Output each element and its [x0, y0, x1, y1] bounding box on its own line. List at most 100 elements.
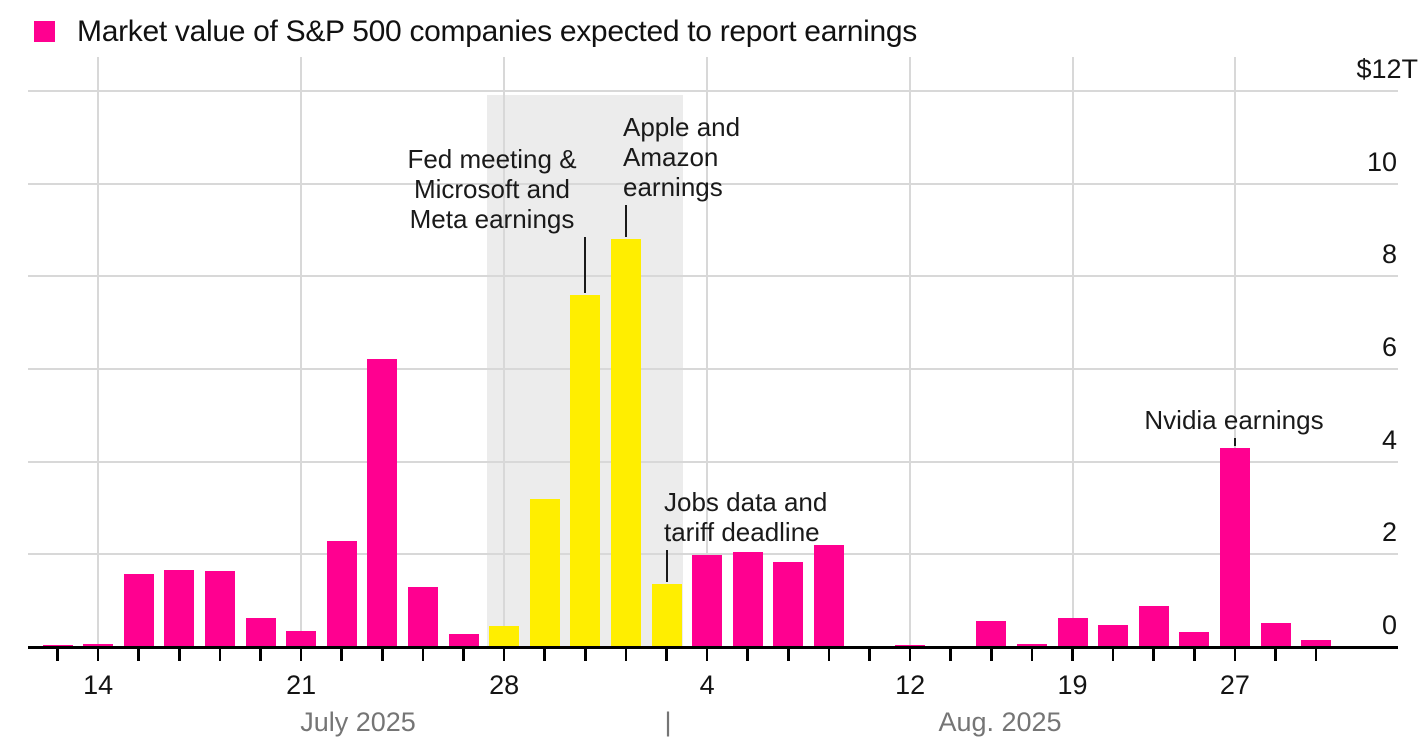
y-tick-label: 2 [1381, 517, 1397, 548]
x-tick [908, 648, 912, 661]
bar [1219, 448, 1250, 647]
bar [976, 621, 1007, 647]
bar [1098, 624, 1129, 647]
x-tick [1030, 648, 1034, 661]
annotation-line: Nvidia earnings [1144, 405, 1324, 435]
bar [326, 540, 357, 647]
month-label: July 2025 [300, 707, 416, 737]
x-tick [1071, 648, 1074, 661]
bar [773, 562, 804, 647]
bar [570, 294, 601, 647]
bar [813, 545, 844, 647]
x-tick-label: 21 [286, 670, 317, 700]
y-tick-label: 4 [1381, 424, 1397, 455]
grid-line-v [1071, 57, 1074, 647]
y-tick-label: $12T [1356, 53, 1418, 84]
bar [245, 617, 276, 647]
bar [489, 626, 520, 647]
y-tick-label: 0 [1381, 610, 1397, 640]
x-tick [705, 648, 709, 661]
bar [1260, 622, 1291, 647]
annotation-line: Fed meeting & [407, 144, 577, 174]
x-tick [137, 648, 140, 661]
annotation-leader-line [1233, 438, 1236, 447]
x-tick [1152, 648, 1155, 661]
bar [204, 570, 235, 647]
y-tick-label: 10 [1366, 146, 1397, 177]
grid-line-h [28, 89, 1398, 92]
annotation: Nvidia earnings [984, 405, 1418, 435]
annotation-line: Amazon [623, 142, 719, 172]
bar [367, 359, 398, 647]
x-tick [868, 648, 871, 661]
grid-line-v [909, 57, 912, 647]
x-tick-label: 27 [1219, 670, 1250, 700]
grid-line-h [28, 275, 1398, 278]
x-tick [56, 648, 59, 661]
bar [1179, 631, 1210, 647]
x-tick [787, 648, 790, 661]
x-tick [746, 648, 749, 661]
x-tick [462, 648, 465, 661]
annotation-line: earnings [623, 172, 723, 202]
bar [651, 583, 682, 647]
grid-line-h [28, 367, 1398, 370]
x-tick-label: 28 [489, 670, 520, 700]
bar [529, 499, 560, 647]
bar [164, 569, 195, 647]
x-axis-line [28, 645, 1398, 649]
y-tick-label: 6 [1381, 331, 1397, 362]
x-tick [624, 648, 628, 661]
month-label: Aug. 2025 [938, 707, 1062, 737]
bar [448, 633, 479, 647]
x-tick [665, 648, 668, 661]
grid-line-h [28, 553, 1398, 556]
x-tick [990, 648, 993, 661]
bar [1138, 606, 1169, 647]
annotation-leader-line [584, 237, 587, 293]
bar [692, 555, 723, 647]
x-tick [502, 648, 506, 661]
x-tick-label: 4 [699, 670, 715, 700]
legend-swatch [34, 21, 55, 42]
annotation-leader-line [624, 205, 627, 238]
grid-line-v [97, 57, 100, 647]
x-tick [381, 648, 384, 661]
x-tick [299, 648, 303, 661]
grid-line-v [706, 57, 709, 647]
chart-title: Market value of S&P 500 companies expect… [77, 15, 917, 48]
x-tick-label: 14 [83, 670, 114, 700]
x-tick [218, 648, 222, 661]
x-tick [949, 648, 952, 661]
x-tick-label: 12 [895, 670, 926, 700]
y-tick-label: 8 [1381, 239, 1397, 270]
annotation-line: Apple and [623, 112, 741, 142]
bar [1057, 618, 1088, 647]
annotation-line: Jobs data and [664, 487, 828, 517]
x-tick [96, 648, 100, 661]
grid-line-h [28, 460, 1398, 463]
x-tick [543, 648, 546, 661]
x-tick [1274, 648, 1277, 661]
chart-header: Market value of S&P 500 companies expect… [34, 14, 917, 50]
bar [286, 630, 317, 647]
grid-line-v [300, 57, 303, 647]
bar [610, 239, 641, 647]
x-tick [584, 648, 587, 661]
x-tick [1233, 648, 1237, 661]
bar [83, 643, 114, 647]
x-tick [1314, 648, 1318, 661]
grid-line-h [28, 182, 1398, 185]
x-tick [421, 648, 425, 661]
x-tick-label: 19 [1057, 670, 1088, 700]
bar [1301, 640, 1332, 647]
annotation: Apple and Amazon earnings [623, 112, 740, 202]
month-separator: | [664, 707, 672, 737]
x-tick [1111, 648, 1115, 661]
x-tick [178, 648, 181, 661]
grid-line-v [1233, 57, 1236, 647]
grid-line-v [503, 57, 506, 647]
x-tick [1193, 648, 1196, 661]
